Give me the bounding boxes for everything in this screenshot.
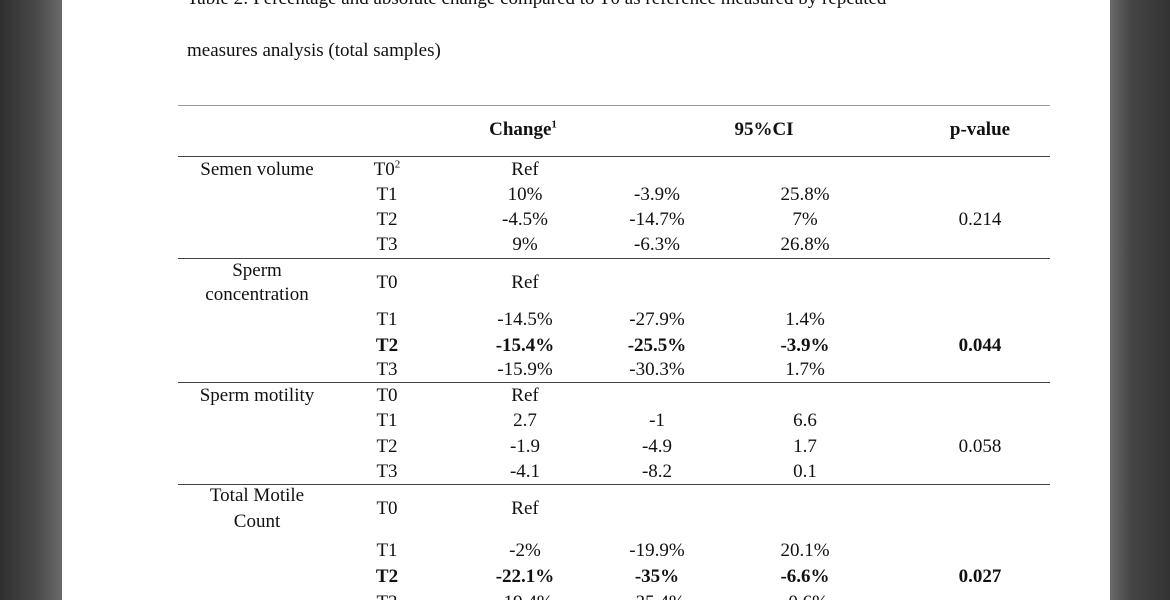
- change-value: -4.5%: [502, 209, 548, 230]
- time-point: T1: [376, 184, 398, 205]
- viewer-background-right: [1110, 0, 1170, 600]
- ci-lower: -3.9%: [634, 184, 680, 205]
- ci-lower: -30.3%: [629, 359, 685, 380]
- time-point: T2: [376, 209, 398, 230]
- group-label: Semen volume: [200, 159, 314, 180]
- header-95ci: 95%CI: [734, 119, 794, 140]
- time-point: T02: [373, 158, 401, 180]
- time-point: T3: [376, 359, 398, 380]
- change-value: -14.5%: [497, 309, 553, 330]
- time-point: T0: [376, 272, 398, 293]
- time-point: T2: [375, 335, 399, 356]
- ci-upper: 6.6: [793, 410, 817, 431]
- p-value: 0.058: [958, 436, 1002, 457]
- group-label: concentration: [205, 284, 309, 305]
- change-value: Ref: [511, 498, 539, 519]
- time-point: T2: [376, 436, 398, 457]
- change-value: Ref: [511, 272, 539, 293]
- ci-upper: 1.7: [793, 436, 817, 457]
- p-value: 0.044: [958, 335, 1002, 356]
- viewer-background-left: [0, 0, 62, 600]
- ci-lower: -6.3%: [634, 234, 680, 255]
- table-caption-line-1: Table 2: Percentage and absolute change …: [187, 0, 886, 10]
- ci-upper: -0.6%: [782, 592, 828, 600]
- group-label: Sperm: [232, 260, 282, 281]
- ci-upper: 25.8%: [780, 184, 830, 205]
- ci-lower: -35%: [634, 566, 680, 587]
- document-page: Accepted A Table 2: Percentage and absol…: [62, 0, 1110, 600]
- header-rule: [178, 156, 1050, 157]
- ci-upper: 7%: [792, 209, 818, 230]
- p-value: 0.214: [958, 209, 1002, 230]
- ci-lower: -4.9: [641, 436, 673, 457]
- change-value: -19.4%: [497, 592, 552, 600]
- time-point: T0: [376, 385, 398, 406]
- change-value: 10%: [507, 184, 543, 205]
- group-label: Sperm motility: [199, 385, 315, 406]
- ci-lower: -27.9%: [629, 309, 685, 330]
- time-point: T2: [375, 566, 399, 587]
- change-value: -1.9: [509, 436, 541, 457]
- group-separator: [178, 258, 1050, 259]
- change-value: -4.1: [509, 461, 541, 482]
- group-label: Total Motile: [209, 485, 305, 506]
- time-point: T0: [376, 498, 398, 519]
- time-point: T1: [376, 540, 398, 561]
- ci-lower: -35.4%: [629, 592, 684, 600]
- group-separator: [178, 382, 1050, 383]
- change-value: -2%: [509, 540, 541, 561]
- watermark-text: Accepted A: [143, 3, 164, 570]
- change-value: -15.9%: [497, 359, 553, 380]
- change-value: -15.4%: [495, 335, 555, 356]
- group-label: Count: [233, 511, 281, 532]
- table-top-rule: [178, 105, 1050, 106]
- ci-upper: 20.1%: [780, 540, 830, 561]
- change-value: Ref: [511, 159, 539, 180]
- change-value: 2.7: [513, 410, 537, 431]
- time-point: T1: [376, 309, 398, 330]
- ci-upper: 1.4%: [785, 309, 825, 330]
- ci-upper: 0.1: [793, 461, 817, 482]
- watermark: Accepted A: [64, 0, 164, 570]
- ci-upper: 1.7%: [785, 359, 825, 380]
- ci-lower: -25.5%: [627, 335, 687, 356]
- time-point: T3: [376, 234, 398, 255]
- header-pvalue: p-value: [949, 119, 1011, 140]
- change-value: 9%: [512, 234, 538, 255]
- change-value: -22.1%: [495, 566, 555, 587]
- ci-lower: -19.9%: [629, 540, 685, 561]
- ci-lower: -8.2: [641, 461, 673, 482]
- ci-upper: -6.6%: [780, 566, 830, 587]
- group-separator: [178, 484, 1050, 485]
- change-value: Ref: [511, 385, 539, 406]
- ci-upper: -3.9%: [780, 335, 830, 356]
- time-point: T1: [376, 410, 398, 431]
- time-point: T3: [376, 592, 397, 600]
- table-caption-line-2: measures analysis (total samples): [187, 40, 441, 61]
- ci-upper: 26.8%: [780, 234, 830, 255]
- ci-lower: -14.7%: [629, 209, 685, 230]
- p-value: 0.027: [958, 566, 1002, 587]
- time-point: T3: [376, 461, 398, 482]
- ci-lower: -1: [649, 410, 665, 431]
- header-change: Change1: [489, 118, 557, 140]
